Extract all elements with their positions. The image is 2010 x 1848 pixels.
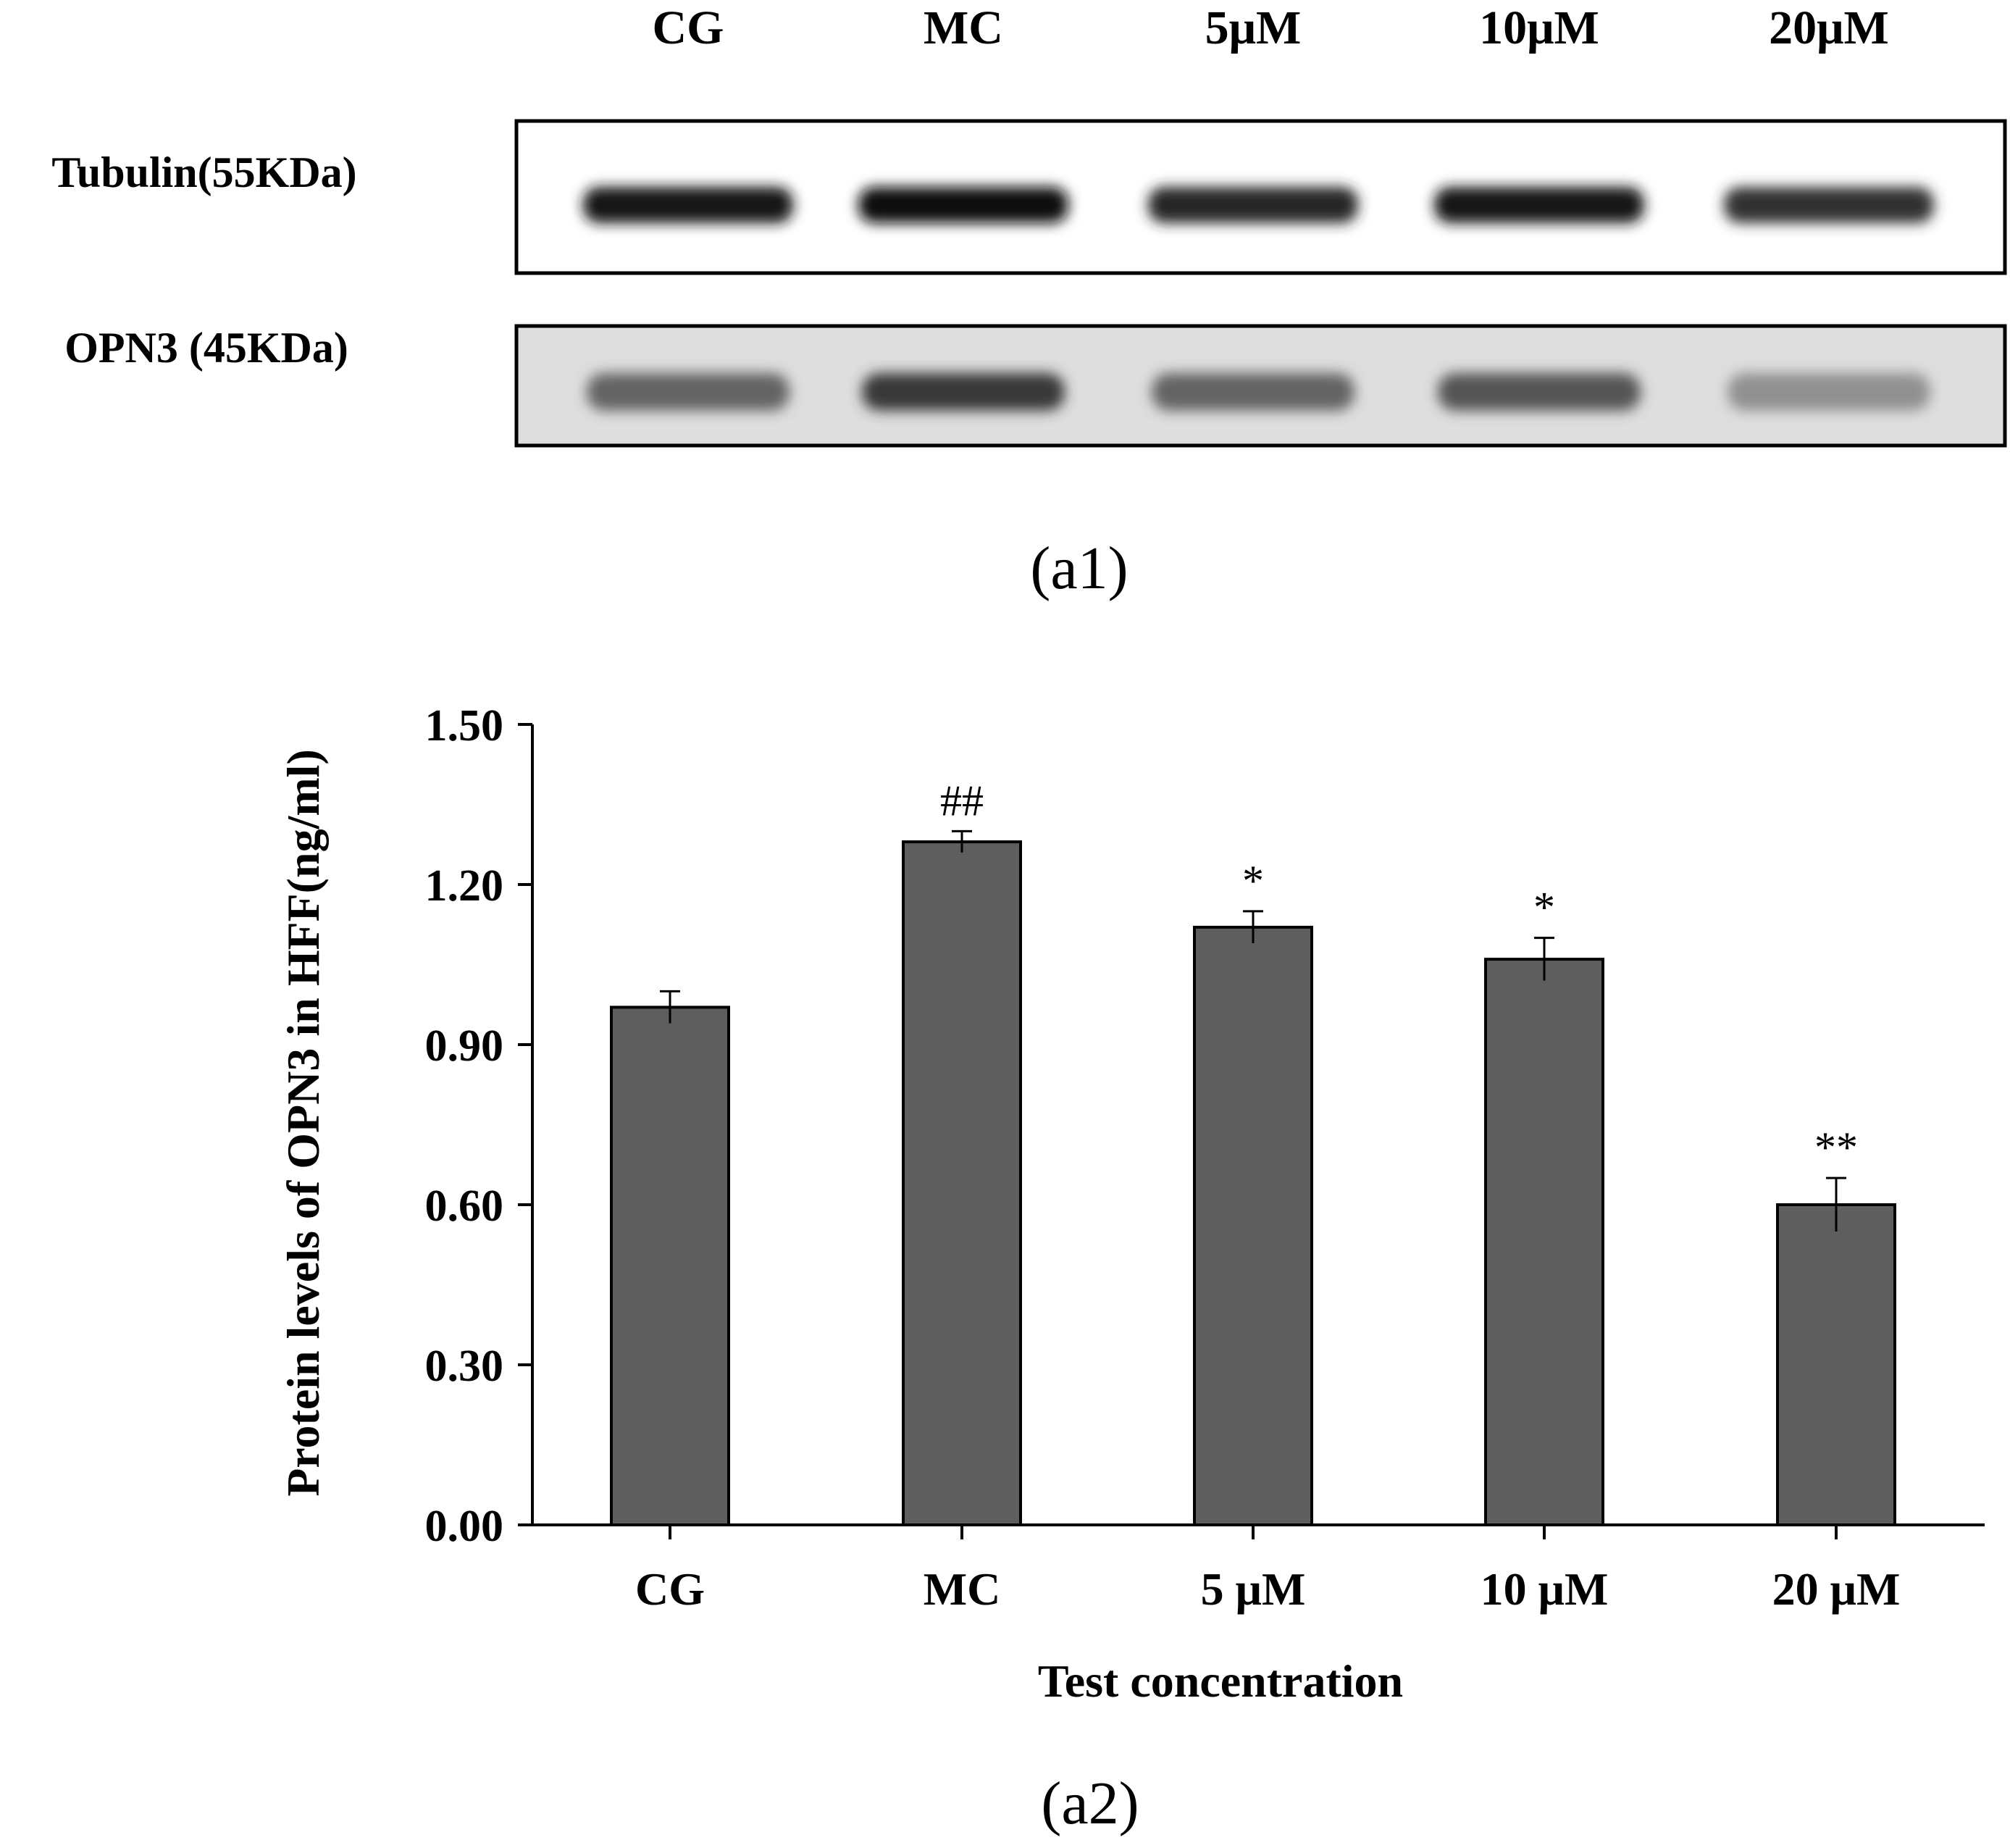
lane-label: MC bbox=[924, 1, 1003, 54]
y-tick-label: 0.60 bbox=[425, 1182, 504, 1231]
bar-chart-panel: ##**** 0.000.300.600.901.201.50 CG MC 5 μM… bbox=[277, 701, 1985, 1837]
y-tick-label: 0.90 bbox=[425, 1021, 504, 1071]
row-label-tubulin: Tubulin(55KDa) bbox=[51, 149, 356, 196]
opn3-band bbox=[1152, 373, 1354, 411]
bar bbox=[610, 1005, 730, 1526]
y-axis-ticks: 0.00 0.30 0.60 0.90 1.20 1.50 bbox=[425, 701, 532, 1551]
tubulin-band bbox=[1148, 187, 1358, 223]
bars bbox=[610, 840, 1896, 1526]
opn3-band bbox=[1438, 373, 1641, 411]
y-tick-label: 0.30 bbox=[425, 1342, 504, 1391]
significance-mark: * bbox=[1533, 884, 1555, 932]
row-label-opn3: OPN3 (45KDa) bbox=[64, 324, 348, 372]
panel-label-a1: (a1) bbox=[1030, 535, 1128, 602]
x-axis-label: Test concentration bbox=[1038, 1655, 1403, 1707]
tubulin-band bbox=[858, 187, 1068, 223]
lane-label: 10μM bbox=[1479, 1, 1599, 54]
opn3-bands bbox=[587, 373, 1930, 411]
x-tick-label: 5 μM bbox=[1201, 1563, 1306, 1615]
x-tick-label: CG bbox=[635, 1563, 705, 1615]
western-blot-panel: CG MC 5μM 10μM 20μM Tubulin(55KDa) OPN3 (45K… bbox=[51, 1, 2007, 602]
tubulin-band bbox=[583, 187, 793, 223]
x-tick-label: 10 μM bbox=[1481, 1563, 1609, 1615]
lane-label: 5μM bbox=[1205, 1, 1302, 54]
significance-mark: ** bbox=[1814, 1124, 1858, 1171]
x-tick-label: 20 μM bbox=[1772, 1563, 1901, 1615]
significance-mark: ## bbox=[940, 777, 984, 824]
opn3-band bbox=[862, 373, 1065, 411]
y-tick-label: 1.50 bbox=[425, 701, 504, 751]
error-bars bbox=[660, 829, 1846, 1232]
tubulin-bands bbox=[583, 187, 1934, 223]
significance-mark: * bbox=[1242, 857, 1264, 905]
tubulin-band bbox=[1724, 187, 1934, 223]
panel-label-a2: (a2) bbox=[1041, 1770, 1139, 1837]
lane-label: 20μM bbox=[1769, 1, 1889, 54]
opn3-band bbox=[1728, 373, 1930, 411]
bar bbox=[1193, 925, 1313, 1526]
y-axis-label: Protein levels of OPN3 in HFF(ng/ml) bbox=[277, 749, 329, 1497]
x-axis-ticks: CG MC 5 μM 10 μM 20 μM bbox=[635, 1525, 1900, 1615]
tubulin-band bbox=[1434, 187, 1644, 223]
bar bbox=[1484, 958, 1604, 1526]
x-tick-label: MC bbox=[924, 1563, 1001, 1615]
lane-labels: CG MC 5μM 10μM 20μM bbox=[653, 1, 1889, 54]
bar bbox=[1776, 1203, 1896, 1526]
opn3-band bbox=[587, 373, 790, 411]
significance-marks: ##**** bbox=[940, 777, 1858, 1171]
bar bbox=[902, 840, 1022, 1526]
lane-label: CG bbox=[653, 1, 724, 54]
y-tick-label: 1.20 bbox=[425, 861, 504, 911]
y-tick-label: 0.00 bbox=[425, 1502, 504, 1551]
